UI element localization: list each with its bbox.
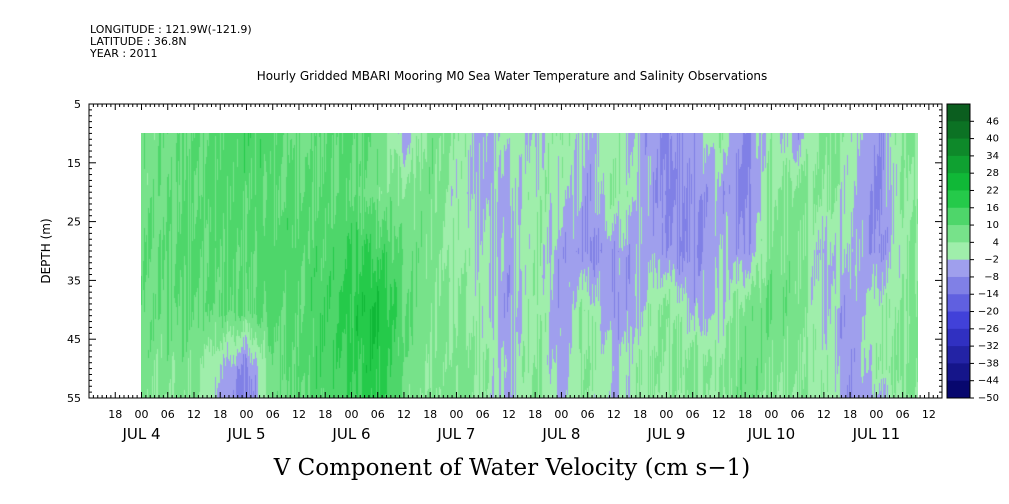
longitude-label: LONGITUDE : 121.9W(-121.9) <box>90 23 252 36</box>
y-tick-labels: 5 15 25 35 45 55 <box>67 98 81 405</box>
colorbar-label: −2 <box>984 255 999 266</box>
y-tick-label: 25 <box>67 216 81 229</box>
x-hour-label: 12 <box>292 408 306 421</box>
x-hour-label: 00 <box>134 408 148 421</box>
colorbar-label: −44 <box>978 376 999 387</box>
heatmap-field <box>141 133 918 398</box>
x-hour-label: 12 <box>607 408 621 421</box>
x-hour-label: 18 <box>318 408 332 421</box>
colorbar-label: 4 <box>993 237 999 248</box>
colorbar-label: −26 <box>978 324 999 335</box>
x-hour-label: 00 <box>764 408 778 421</box>
x-day-label: JUL 10 <box>747 425 796 443</box>
colorbar-frame <box>946 103 971 399</box>
x-hour-label: 12 <box>187 408 201 421</box>
y-axis-label: DEPTH (m) <box>39 218 53 283</box>
colorbar-label: 40 <box>986 134 999 145</box>
colorbar: 46 40 34 28 22 16 10 4 −2 −8 −14 −20 −26 −32 −38 −44 −50 <box>946 103 999 404</box>
colorbar-swatch <box>947 173 970 191</box>
colorbar-swatch <box>947 294 970 313</box>
x-hour-label: 00 <box>449 408 463 421</box>
colorbar-label: −8 <box>984 272 999 283</box>
colorbar-label: −38 <box>978 358 999 369</box>
y-tick-label: 45 <box>67 333 81 346</box>
colorbar-label: 16 <box>986 203 999 214</box>
x-hour-label: 06 <box>371 408 385 421</box>
colorbar-swatch <box>947 346 970 364</box>
colorbar-label: −32 <box>978 341 999 352</box>
x-tick-labels: 18 00 06 12 18 00 06 12 18 00 06 12 18 00 06 12 18 00 06 12… <box>108 408 936 443</box>
x-hour-label: 12 <box>502 408 516 421</box>
colorbar-swatch <box>947 190 970 209</box>
x-hour-label: 06 <box>686 408 700 421</box>
x-hour-label: 12 <box>397 408 411 421</box>
colorbar-label: 46 <box>986 116 999 127</box>
axis-ticks <box>88 103 943 399</box>
latitude-label: LATITUDE : 36.8N <box>90 35 187 48</box>
x-hour-label: 06 <box>266 408 280 421</box>
x-hour-label: 18 <box>843 408 857 421</box>
colorbar-label: −50 <box>978 393 999 404</box>
colorbar-swatch <box>947 121 970 140</box>
x-hour-label: 18 <box>423 408 437 421</box>
colorbar-swatch <box>947 138 970 157</box>
x-hour-label: 00 <box>659 408 673 421</box>
x-hour-label: 00 <box>869 408 883 421</box>
x-hour-label: 00 <box>554 408 568 421</box>
x-day-label: JUL 11 <box>852 425 901 443</box>
colorbar-label: −14 <box>978 289 999 300</box>
x-hour-label: 18 <box>633 408 647 421</box>
year-label: YEAR : 2011 <box>90 47 158 60</box>
x-hour-label: 06 <box>161 408 175 421</box>
colorbar-label: 28 <box>986 168 999 179</box>
location-metadata: LONGITUDE : 121.9W(-121.9) LATITUDE : 36… <box>90 24 252 60</box>
x-hour-label: 06 <box>791 408 805 421</box>
colorbar-label: 10 <box>986 220 999 231</box>
colorbar-swatch <box>947 104 970 122</box>
x-hour-label: 18 <box>108 408 122 421</box>
x-day-label: JUL 4 <box>121 425 160 443</box>
x-hour-label: 12 <box>712 408 726 421</box>
colorbar-swatch <box>947 276 970 295</box>
colorbar-label: 22 <box>986 185 999 196</box>
colorbar-label: 34 <box>986 151 999 162</box>
x-day-label: JUL 5 <box>226 425 265 443</box>
colorbar-swatch <box>947 380 970 399</box>
x-hour-label: 00 <box>344 408 358 421</box>
colorbar-swatch <box>947 363 970 382</box>
x-day-label: JUL 6 <box>331 425 370 443</box>
x-hour-label: 18 <box>738 408 752 421</box>
chart-title: Hourly Gridded MBARI Mooring M0 Sea Wate… <box>257 69 768 83</box>
x-hour-label: 06 <box>581 408 595 421</box>
colorbar-swatch <box>947 242 970 261</box>
x-hour-label: 12 <box>922 408 936 421</box>
x-hour-label: 18 <box>528 408 542 421</box>
x-hour-label: 06 <box>476 408 490 421</box>
colorbar-swatch <box>947 311 970 330</box>
x-hour-label: 18 <box>213 408 227 421</box>
y-tick-label: 15 <box>67 157 81 170</box>
colorbar-swatch <box>947 259 970 278</box>
colorbar-swatch <box>947 328 970 347</box>
colorbar-swatch <box>947 155 970 174</box>
x-day-label: JUL 7 <box>436 425 475 443</box>
colorbar-swatch <box>947 207 970 226</box>
colorbar-swatch <box>947 225 970 243</box>
heatmap <box>141 133 918 398</box>
x-hour-label: 00 <box>239 408 253 421</box>
colorbar-label: −20 <box>978 307 999 318</box>
x-hour-label: 06 <box>896 408 910 421</box>
x-hour-label: 12 <box>817 408 831 421</box>
y-tick-label: 35 <box>67 274 81 287</box>
x-day-label: JUL 9 <box>646 425 685 443</box>
y-tick-label: 55 <box>67 392 81 405</box>
y-tick-label: 5 <box>74 98 81 111</box>
bottom-label: V Component of Water Velocity (cm s−1) <box>273 455 750 481</box>
x-day-label: JUL 8 <box>541 425 580 443</box>
